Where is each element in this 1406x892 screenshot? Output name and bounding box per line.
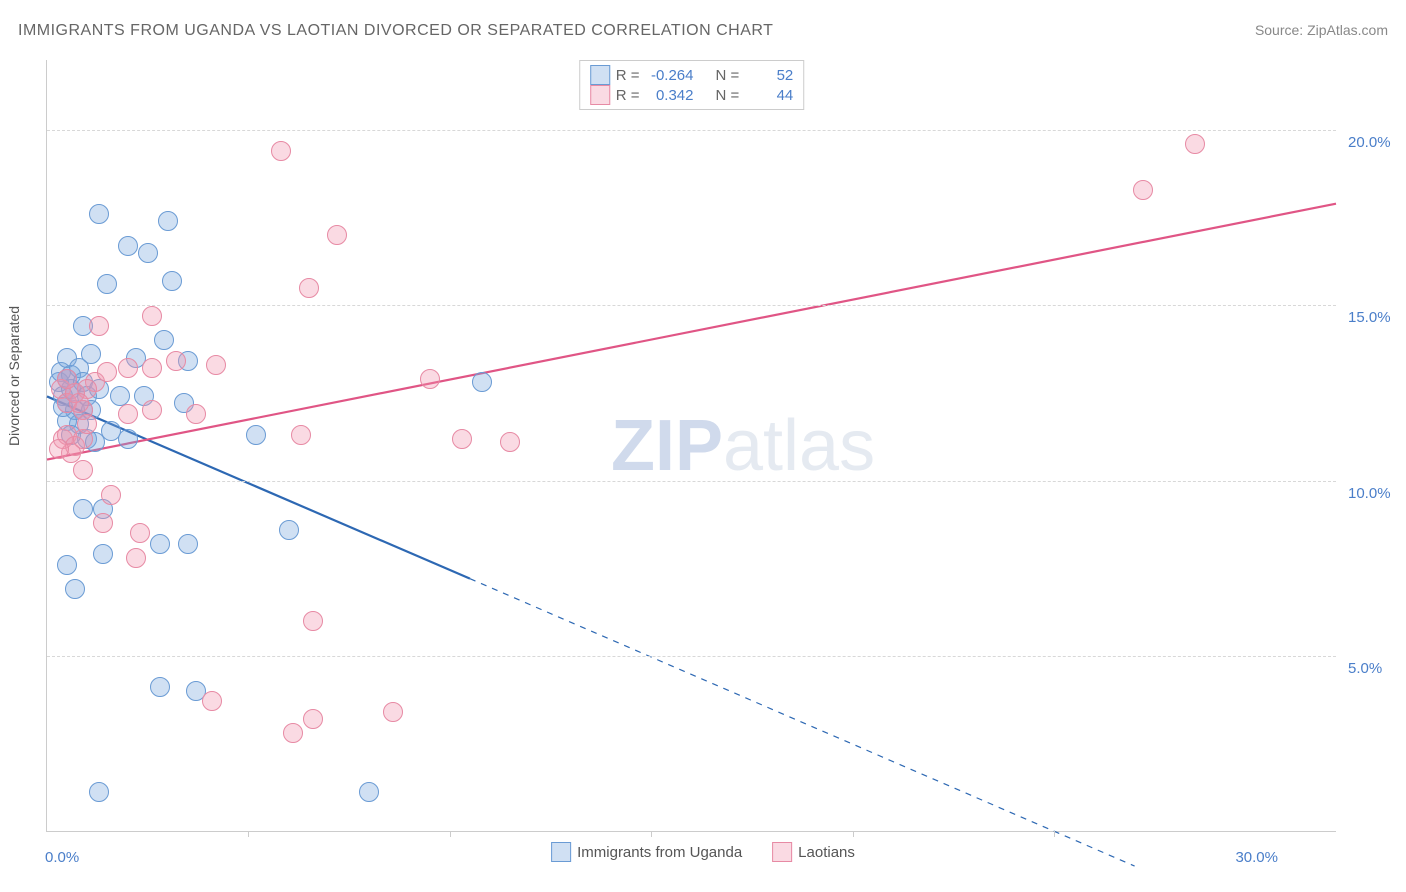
legend-label-laotian: Laotians: [798, 844, 855, 861]
scatter-point-uganda: [118, 429, 138, 449]
scatter-point-uganda: [57, 555, 77, 575]
scatter-point-laotian: [166, 351, 186, 371]
r-label: R =: [616, 87, 640, 104]
scatter-point-uganda: [162, 271, 182, 291]
scatter-point-laotian: [126, 548, 146, 568]
scatter-point-laotian: [299, 278, 319, 298]
scatter-point-laotian: [327, 225, 347, 245]
swatch-uganda: [590, 65, 610, 85]
scatter-point-uganda: [118, 236, 138, 256]
legend-bottom: Immigrants from Uganda Laotians: [551, 842, 855, 862]
scatter-point-laotian: [97, 362, 117, 382]
swatch-laotian: [772, 842, 792, 862]
scatter-point-laotian: [186, 404, 206, 424]
scatter-point-uganda: [359, 782, 379, 802]
y-tick-label: 15.0%: [1348, 309, 1391, 326]
scatter-point-laotian: [202, 691, 222, 711]
legend-stats-row-uganda: R = -0.264 N = 52: [590, 65, 794, 85]
scatter-point-laotian: [93, 513, 113, 533]
y-tick-label: 20.0%: [1348, 134, 1391, 151]
scatter-point-laotian: [271, 141, 291, 161]
chart-title: IMMIGRANTS FROM UGANDA VS LAOTIAN DIVORC…: [18, 22, 773, 40]
scatter-point-laotian: [77, 414, 97, 434]
scatter-point-uganda: [472, 372, 492, 392]
scatter-point-laotian: [142, 358, 162, 378]
r-label: R =: [616, 67, 640, 84]
scatter-point-laotian: [49, 439, 69, 459]
legend-label-uganda: Immigrants from Uganda: [577, 844, 742, 861]
gridline: [47, 130, 1336, 131]
legend-item-uganda: Immigrants from Uganda: [551, 842, 742, 862]
scatter-point-uganda: [279, 520, 299, 540]
x-tick: [1054, 831, 1055, 837]
x-tick-label: 30.0%: [1235, 849, 1278, 866]
scatter-point-uganda: [65, 579, 85, 599]
scatter-point-uganda: [178, 534, 198, 554]
scatter-point-laotian: [101, 485, 121, 505]
x-tick: [248, 831, 249, 837]
x-tick-label: 0.0%: [45, 849, 79, 866]
scatter-point-laotian: [500, 432, 520, 452]
scatter-point-laotian: [383, 702, 403, 722]
scatter-point-laotian: [303, 709, 323, 729]
n-label: N =: [716, 87, 740, 104]
scatter-point-uganda: [73, 499, 93, 519]
scatter-point-laotian: [291, 425, 311, 445]
trend-line-dash-uganda: [470, 579, 1135, 866]
n-label: N =: [716, 67, 740, 84]
r-value-laotian: 0.342: [646, 87, 694, 104]
trend-lines: [47, 60, 1336, 831]
y-tick-label: 5.0%: [1348, 660, 1382, 677]
scatter-point-laotian: [118, 358, 138, 378]
scatter-point-laotian: [420, 369, 440, 389]
scatter-point-laotian: [1185, 134, 1205, 154]
legend-item-laotian: Laotians: [772, 842, 855, 862]
scatter-point-uganda: [246, 425, 266, 445]
scatter-point-laotian: [1133, 180, 1153, 200]
trend-line-laotian: [47, 204, 1336, 460]
n-value-uganda: 52: [745, 67, 793, 84]
scatter-point-laotian: [452, 429, 472, 449]
source-label: Source: ZipAtlas.com: [1255, 22, 1388, 38]
scatter-point-uganda: [93, 544, 113, 564]
scatter-point-laotian: [57, 369, 77, 389]
x-tick: [651, 831, 652, 837]
scatter-point-laotian: [142, 400, 162, 420]
scatter-point-uganda: [150, 677, 170, 697]
y-tick-label: 10.0%: [1348, 485, 1391, 502]
scatter-point-laotian: [130, 523, 150, 543]
chart-area: ZIPatlas R = -0.264 N = 52 R = 0.342 N =…: [46, 60, 1336, 832]
legend-stats-row-laotian: R = 0.342 N = 44: [590, 85, 794, 105]
scatter-point-laotian: [69, 393, 89, 413]
r-value-uganda: -0.264: [646, 67, 694, 84]
gridline: [47, 656, 1336, 657]
scatter-point-laotian: [303, 611, 323, 631]
gridline: [47, 481, 1336, 482]
y-axis-label: Divorced or Separated: [6, 306, 22, 446]
scatter-point-laotian: [89, 316, 109, 336]
x-tick: [450, 831, 451, 837]
scatter-point-laotian: [206, 355, 226, 375]
n-value-laotian: 44: [745, 87, 793, 104]
scatter-point-uganda: [158, 211, 178, 231]
scatter-point-uganda: [154, 330, 174, 350]
legend-stats: R = -0.264 N = 52 R = 0.342 N = 44: [579, 60, 805, 110]
scatter-point-laotian: [118, 404, 138, 424]
scatter-point-uganda: [97, 274, 117, 294]
scatter-point-uganda: [89, 204, 109, 224]
swatch-uganda: [551, 842, 571, 862]
scatter-point-laotian: [283, 723, 303, 743]
x-tick: [853, 831, 854, 837]
scatter-point-uganda: [138, 243, 158, 263]
scatter-point-laotian: [73, 460, 93, 480]
gridline: [47, 305, 1336, 306]
scatter-point-uganda: [150, 534, 170, 554]
swatch-laotian: [590, 85, 610, 105]
scatter-point-uganda: [89, 782, 109, 802]
scatter-point-laotian: [142, 306, 162, 326]
